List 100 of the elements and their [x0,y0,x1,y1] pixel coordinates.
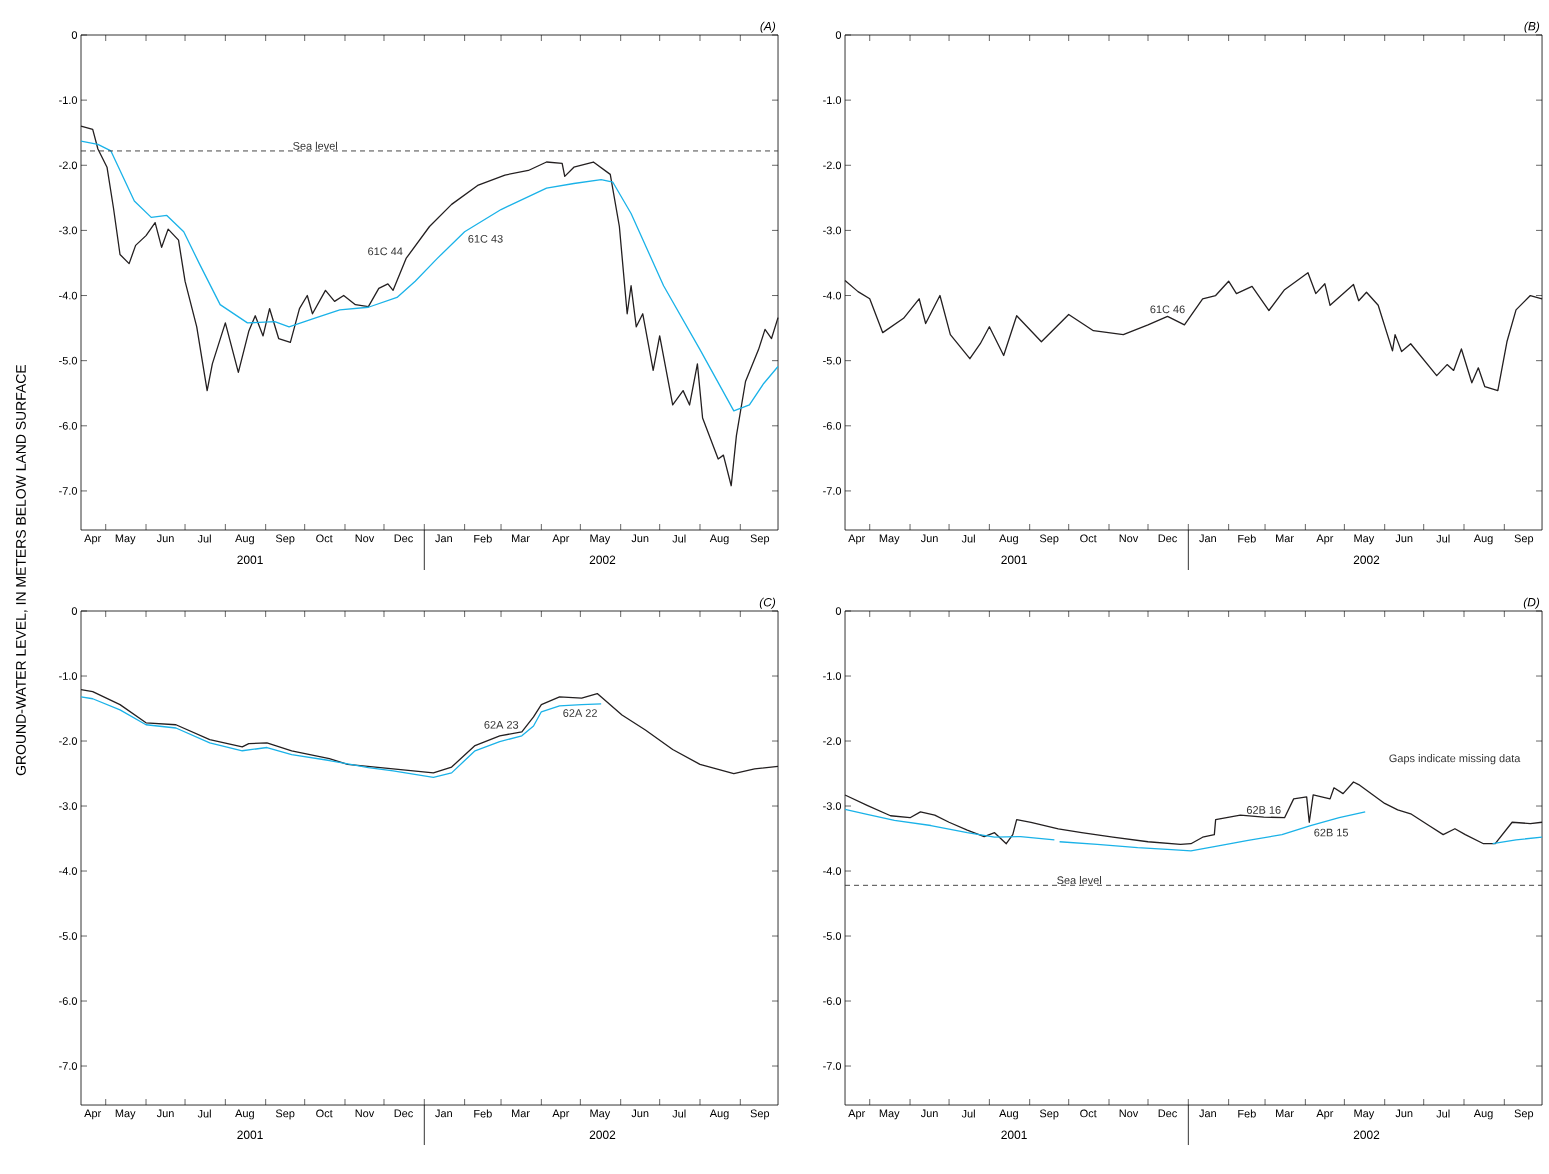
ref-line-label: Sea level [1057,876,1102,885]
y-tick-label: -1.0 [59,96,78,105]
y-tick-label: -6.0 [59,997,78,1005]
x-tick-label: Jun [920,1109,938,1118]
y-tick-label: -3.0 [823,226,842,235]
y-tick-label: -1.0 [823,96,842,105]
x-tick-label: Apr [84,1109,102,1120]
x-tick-label: Apr [848,1109,866,1120]
x-tick-label: Mar [512,534,530,543]
y-tick-label: -2.0 [59,161,78,170]
x-tick-label: Feb [474,534,492,543]
x-tick-label: Sep [1514,1109,1534,1120]
x-tick-label: Sep [750,1109,770,1120]
x-tick-label: Sep [750,534,770,545]
y-tick-label: -4.0 [823,867,842,875]
x-tick-label: Jun [156,534,174,543]
series-label: 61C 44 [368,247,403,256]
x-tick-label: Aug [709,1109,729,1120]
y-tick-label: -6.0 [823,422,842,430]
y-tick-label: -3.0 [59,802,78,810]
y-tick-label: -7.0 [823,487,842,495]
x-tick-label: Apr [1316,534,1334,545]
x-tick-label: Jul [197,534,211,543]
x-tick-label: Jan [435,534,452,543]
x-tick-label: Jun [1395,534,1413,543]
line-series [844,781,1543,846]
y-tick-label: -7.0 [823,1062,842,1070]
x-tick-label: Dec [394,534,413,543]
y-tick-label: -5.0 [823,932,842,940]
x-tick-label: Oct [316,534,333,543]
annotation: Gaps indicate missing data [1389,754,1521,765]
x-tick-label: Dec [1158,1109,1177,1118]
x-tick-label: Aug [1473,534,1493,545]
y-tick-label: -6.0 [823,997,842,1005]
x-tick-label: Jun [156,1109,174,1118]
line-series [80,125,779,487]
x-tick-label: Aug [235,1109,254,1120]
x-tick-label: Feb [1238,534,1256,543]
x-tick-label: May [1354,534,1375,545]
x-tick-label: Jun [631,534,649,543]
x2-tick-label: 2001 [237,555,263,565]
x-tick-label: Aug [709,534,729,545]
x2-tick-label: 2002 [589,555,616,565]
y-tick-label: -1.0 [59,672,78,680]
x-tick-label: May [115,1109,136,1120]
y-tick-label: -6.0 [59,422,78,430]
y-tick-label: -5.0 [59,932,78,940]
x-tick-label: Jan [1199,1109,1216,1118]
x-tick-label: Jul [961,1109,975,1118]
x-tick-label: May [115,534,136,545]
series-label: 62B 15 [1314,828,1349,837]
x-tick-label: Mar [1276,534,1294,543]
x-tick-label: Sep [1039,534,1059,545]
x-tick-label: Jul [1436,1109,1450,1118]
x-tick-label: Nov [1119,1109,1139,1118]
y-tick-label: -7.0 [59,1062,78,1070]
x-tick-label: Mar [512,1109,530,1118]
x-tick-label: Apr [552,1109,570,1120]
x-tick-label: Jan [435,1109,452,1118]
x-tick-label: May [1354,1109,1375,1120]
x-tick-label: Jun [631,1109,649,1118]
y-tick-label: -2.0 [823,161,842,170]
chart-title: (A) [760,21,776,33]
x-tick-label: Nov [355,1109,375,1118]
y-axis-title: GROUND-WATER LEVEL, IN METERS BELOW LAND SURFACE [15,365,28,776]
x-tick-label: Apr [552,534,570,545]
series-label: 62A 22 [563,709,597,717]
x-tick-label: Oct [316,1109,333,1118]
series-label: 61C 46 [1150,305,1185,314]
y-tick-label: -4.0 [59,867,78,875]
ref-line-label: Sea level [293,141,337,150]
x-tick-label: Dec [1158,534,1177,543]
x2-tick-label: 2002 [1353,555,1380,565]
x-tick-label: Nov [355,534,375,543]
line-series [80,696,602,779]
line-series [844,272,1543,392]
line-series [80,689,779,775]
y-tick-label: 0 [835,607,842,615]
x-tick-label: Jul [1436,534,1450,543]
line-series [80,140,779,412]
series-label: 61C 43 [468,235,503,243]
x-tick-label: Jan [1199,534,1216,543]
y-tick-label: -5.0 [59,356,78,365]
chart-title: (D) [1523,597,1540,609]
y-tick-label: -1.0 [823,672,842,680]
x-tick-label: Dec [394,1109,413,1118]
x-tick-label: Jul [961,534,975,543]
y-tick-label: -2.0 [59,737,78,745]
y-tick-label: -5.0 [823,356,842,365]
x-tick-label: Jul [672,1109,686,1118]
y-tick-label: -4.0 [59,291,78,300]
x2-tick-label: 2002 [1353,1130,1380,1140]
x-tick-label: May [879,534,900,545]
x-tick-label: Aug [999,1109,1018,1120]
series-label: 62A 23 [484,721,519,729]
x-tick-label: Aug [1473,1109,1493,1120]
x-tick-label: Nov [1119,534,1139,543]
x-tick-label: Apr [848,534,866,545]
x-tick-label: Feb [474,1109,492,1118]
x-tick-label: Oct [1080,534,1097,543]
